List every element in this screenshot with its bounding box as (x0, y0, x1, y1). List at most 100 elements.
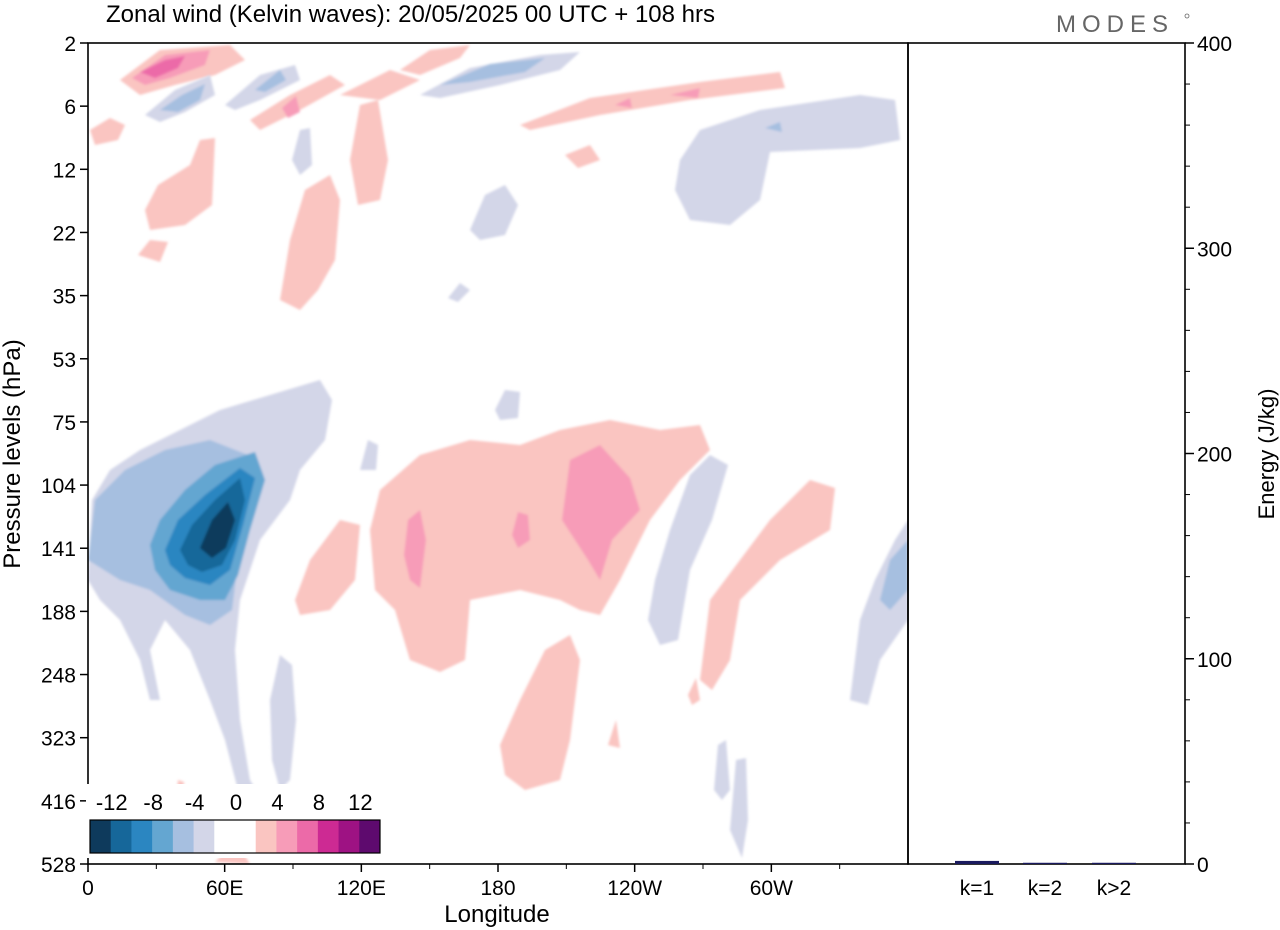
colorbar-frame (89, 819, 381, 854)
energy-bar (955, 860, 999, 864)
energy-tick-label: 300 (1197, 238, 1232, 261)
wind-region (255, 70, 286, 92)
y-axis-label: Pressure levels (hPa) (0, 339, 26, 568)
colorbar-swatch (317, 820, 340, 853)
wind-region (520, 72, 785, 130)
x-tick-label: 60W (750, 877, 793, 900)
wind-region (608, 720, 620, 748)
colorbar-label: -8 (143, 790, 163, 815)
x-tick-label: 120W (607, 877, 662, 900)
wind-region (282, 96, 300, 118)
positive-wind-regions (90, 45, 785, 310)
energy-category-label: k=1 (960, 877, 994, 900)
y-tick-label: 22 (53, 222, 76, 245)
y-tick-label: 2 (64, 33, 76, 56)
wind-region (730, 758, 748, 858)
wind-region (562, 445, 640, 580)
energy-tick-label: 200 (1197, 444, 1232, 467)
y-tick-label: 141 (41, 538, 76, 561)
wind-region (565, 145, 600, 168)
wind-region (138, 240, 168, 262)
chart-title: Zonal wind (Kelvin waves): 20/05/2025 00… (106, 1, 715, 28)
wind-region (280, 175, 340, 310)
energy-axis: 0 100 200 300 400 (1185, 33, 1232, 877)
colorbar-swatch (152, 820, 174, 853)
y-tick-label: 188 (41, 601, 76, 624)
colorbar-swatch (338, 820, 360, 853)
wind-region (675, 95, 900, 225)
x-axis-label: Longitude (444, 901, 549, 928)
wind-region (648, 455, 728, 645)
wind-region (615, 98, 632, 108)
wind-region (765, 122, 782, 132)
colorbar: -12 -8 -4 0 4 8 12 (86, 784, 384, 858)
y-tick-label: 12 (53, 159, 76, 182)
energy-bar (1092, 862, 1136, 864)
y-tick-label: 528 (41, 854, 76, 877)
colorbar-swatch (131, 820, 153, 853)
wind-region (270, 655, 296, 790)
energy-bar (1023, 862, 1067, 864)
westerly-band (175, 405, 835, 864)
wind-region (90, 118, 125, 145)
colorbar-label: 12 (348, 790, 372, 815)
colorbar-swatch (172, 820, 195, 853)
colorbar-swatch (110, 820, 132, 853)
wind-region (200, 502, 235, 558)
wind-region (160, 84, 205, 112)
energy-tick-label: 100 (1197, 649, 1232, 672)
energy-category-label: k=2 (1028, 877, 1062, 900)
energy-axis-label: Energy (J/kg) (1254, 389, 1279, 520)
colorbar-swatch (90, 820, 112, 853)
wind-region (292, 128, 312, 175)
wind-region (714, 740, 730, 800)
wind-region (880, 540, 908, 610)
wind-region (350, 100, 388, 205)
colorbar-swatch (214, 820, 236, 853)
wind-region (700, 480, 835, 690)
wind-region (140, 56, 185, 78)
colorbar-label: 4 (271, 790, 283, 815)
wind-region (470, 185, 518, 240)
energy-bars: k=1 k=2 k>2 (955, 860, 1136, 900)
y-axis: 2 6 12 22 35 53 75 104 141 188 248 323 416 528 (41, 33, 88, 877)
easterly-core (88, 380, 908, 858)
colorbar-swatch (235, 820, 257, 853)
colorbar-swatch (297, 820, 319, 853)
colorbar-swatch (193, 820, 215, 853)
colorbar-swatch (359, 820, 381, 853)
energy-category-label: k>2 (1097, 877, 1131, 900)
colorbar-label: 8 (313, 790, 325, 815)
energy-tick-label: 400 (1197, 33, 1232, 56)
x-tick-label: 60E (206, 877, 243, 900)
energy-tick-label: 0 (1197, 854, 1209, 877)
wind-region (670, 88, 700, 98)
brand-logo: MODES (1056, 11, 1174, 38)
wind-region (400, 45, 470, 75)
negative-wind-regions (145, 52, 900, 420)
wind-region (512, 512, 530, 548)
wind-region (145, 138, 215, 230)
wind-heatmap (88, 43, 908, 864)
wind-region (500, 635, 580, 790)
x-tick-label: 180 (480, 877, 515, 900)
colorbar-label: 0 (230, 790, 242, 815)
wind-region (404, 510, 426, 588)
colorbar-swatch (255, 820, 277, 853)
x-axis: 0 60E 120E 180 120W 60W (82, 864, 841, 900)
wind-region (688, 678, 700, 705)
y-tick-label: 75 (53, 412, 76, 435)
y-tick-label: 6 (64, 96, 76, 119)
energy-frame (907, 42, 1186, 865)
brand-mark-icon (1184, 13, 1190, 19)
x-tick-label: 120E (337, 877, 386, 900)
colorbar-label: -12 (96, 790, 128, 815)
wind-region (448, 283, 470, 302)
y-tick-label: 104 (41, 475, 76, 498)
y-tick-label: 248 (41, 665, 76, 688)
y-tick-label: 53 (53, 349, 76, 372)
y-tick-label: 416 (41, 791, 76, 814)
wind-region (360, 440, 378, 470)
y-tick-label: 35 (53, 286, 76, 309)
